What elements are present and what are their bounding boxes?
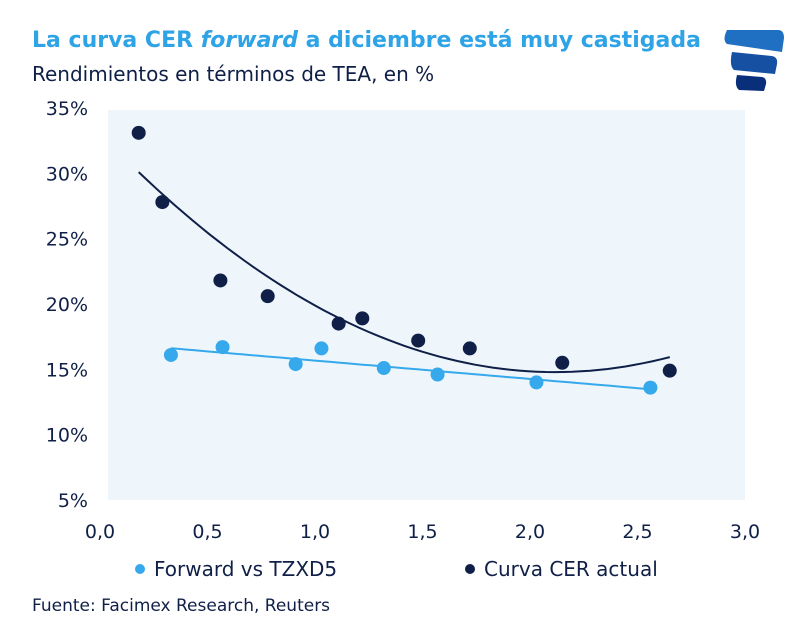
data-point — [215, 340, 230, 355]
data-point — [430, 367, 445, 382]
data-point — [411, 333, 426, 348]
legend-label: Forward vs TZXD5 — [154, 557, 337, 581]
data-point — [131, 125, 146, 140]
chart-title: La curva CER forward a diciembre está mu… — [32, 28, 701, 53]
data-point — [260, 289, 275, 304]
data-point — [643, 380, 658, 395]
data-point — [355, 311, 370, 326]
legend-label: Curva CER actual — [484, 557, 658, 581]
data-point — [662, 363, 677, 378]
trendline — [138, 171, 671, 374]
data-point — [213, 273, 228, 288]
y-tick-label: 35% — [46, 98, 88, 120]
data-point — [331, 316, 346, 331]
title-text-end: a diciembre está muy castigada — [298, 28, 701, 53]
plot-area — [108, 110, 745, 500]
chart-subtitle: Rendimientos en términos de TEA, en % — [32, 62, 435, 86]
x-tick-label: 0,5 — [192, 521, 222, 543]
data-point — [529, 375, 544, 390]
legend-marker — [135, 564, 145, 574]
data-point — [314, 341, 329, 356]
data-point — [155, 195, 170, 210]
y-tick-label: 5% — [58, 490, 88, 512]
title-text: La curva CER — [32, 28, 201, 53]
y-tick-label: 10% — [46, 425, 88, 447]
y-tick-label: 25% — [46, 229, 88, 251]
y-tick-label: 20% — [46, 294, 88, 316]
y-tick-label: 30% — [46, 163, 88, 185]
facimex-logo-icon — [724, 30, 784, 91]
data-point — [376, 361, 391, 376]
x-tick-label: 2,0 — [515, 521, 545, 543]
source-note: Fuente: Facimex Research, Reuters — [32, 596, 331, 616]
y-tick-label: 15% — [46, 359, 88, 381]
x-tick-label: 0,0 — [85, 521, 115, 543]
data-point — [555, 355, 570, 370]
data-point — [288, 357, 303, 372]
legend-marker — [465, 564, 475, 574]
x-tick-label: 3,0 — [730, 521, 760, 543]
x-tick-label: 1,5 — [407, 521, 437, 543]
x-tick-label: 2,5 — [622, 521, 652, 543]
data-point — [462, 341, 477, 356]
data-point — [163, 347, 178, 362]
title-italic-text: forward — [200, 28, 299, 53]
trendline — [170, 347, 651, 391]
x-tick-label: 1,0 — [300, 521, 330, 543]
